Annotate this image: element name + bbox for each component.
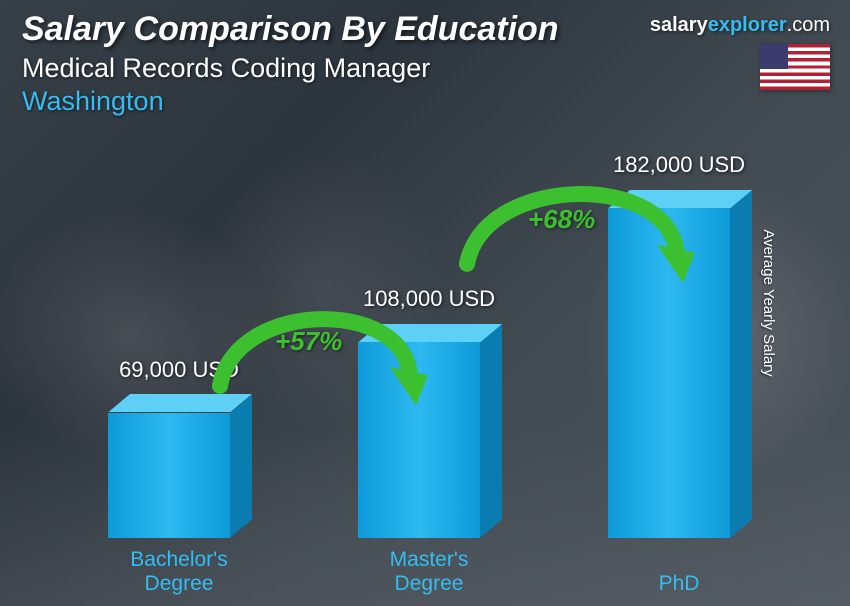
flag-icon (760, 44, 830, 90)
bar-0: 69,000 USDBachelor'sDegree (108, 413, 230, 538)
brand-prefix: salary (650, 14, 708, 36)
bar-2: 182,000 USDPhD (608, 208, 730, 538)
bar-value-label: 108,000 USD (348, 286, 510, 312)
bar-value-label: 182,000 USD (598, 152, 760, 178)
brand-suffix: .com (787, 14, 830, 36)
bar-front (108, 413, 230, 538)
bar-1: 108,000 USDMaster'sDegree (358, 342, 480, 538)
bar-side (730, 190, 752, 538)
bar-top (108, 394, 252, 412)
bar-top (358, 324, 502, 342)
bar-category-label: PhD (588, 572, 770, 596)
chart-area: 69,000 USDBachelor'sDegree 108,000 USDMas… (60, 158, 770, 538)
bar-category-label: Bachelor'sDegree (88, 548, 270, 596)
brand-middle: explorer (708, 14, 787, 36)
header: Salary Comparison By Education Medical R… (22, 10, 559, 117)
bar-side (230, 394, 252, 538)
chart-subtitle: Medical Records Coding Manager (22, 53, 559, 84)
bar-top (608, 190, 752, 208)
bar-value-label: 69,000 USD (98, 357, 260, 383)
chart-location: Washington (22, 86, 559, 117)
increase-percent-label: +57% (275, 326, 342, 357)
bar-category-label: Master'sDegree (338, 548, 520, 596)
chart-container: Salary Comparison By Education Medical R… (0, 0, 850, 606)
bar-side (480, 324, 502, 538)
bar-front (608, 208, 730, 538)
bar-front (358, 342, 480, 538)
chart-title: Salary Comparison By Education (22, 10, 559, 49)
brand-logo: salaryexplorer.com (650, 14, 830, 37)
increase-percent-label: +68% (528, 204, 595, 235)
